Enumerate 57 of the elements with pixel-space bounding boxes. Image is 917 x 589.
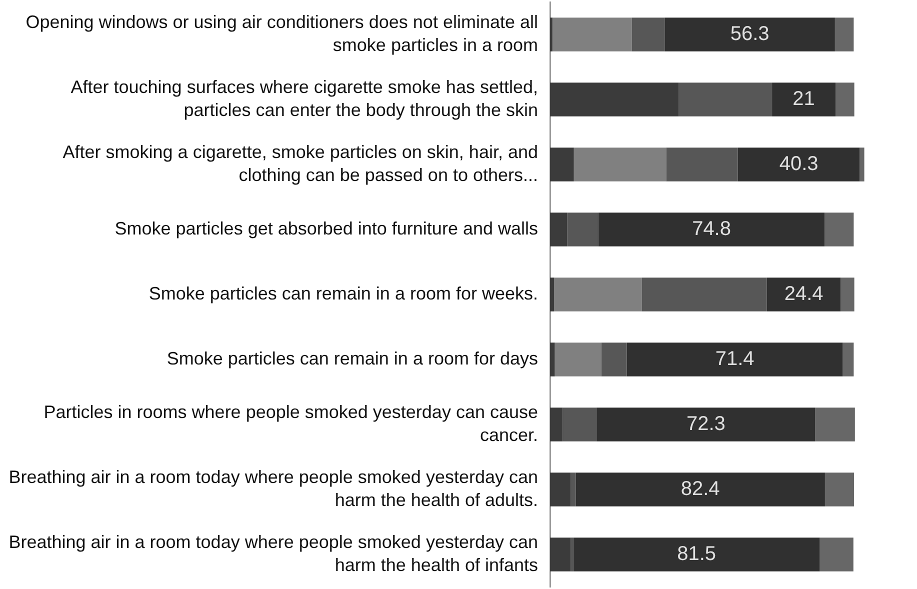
- bar: [550, 82, 679, 116]
- bar: [550, 212, 568, 246]
- bar: [824, 472, 854, 506]
- bar: [632, 18, 665, 52]
- y-tick-label: Smoke particles can remain in a room for weeks.: [148, 283, 538, 304]
- bar: [834, 18, 854, 52]
- bar: [576, 472, 825, 506]
- bar: [666, 148, 738, 182]
- data-label: 71.4: [715, 348, 754, 370]
- bar: [550, 472, 571, 506]
- y-tick-label: Breathing air in a room today where people smoked yesterday can harm the health of adults.: [8, 466, 538, 510]
- bar: [626, 342, 843, 376]
- y-tick-label: Breathing air in a room today where people smoked yesterday can harm the health of infants: [8, 532, 538, 575]
- y-tick-label: Smoke particles can remain in a room for days: [166, 348, 538, 368]
- y-tick-label: After smoking a cigarette, smoke particles on skin, hair, and clothing can be passed on to others...: [62, 142, 538, 185]
- bar: [554, 278, 642, 312]
- bar: [820, 538, 854, 572]
- data-label: 21: [792, 88, 815, 110]
- bar: [550, 148, 574, 182]
- bar: [550, 408, 563, 442]
- data-label: 82.4: [680, 478, 720, 500]
- bar: [570, 472, 576, 506]
- bar: [836, 82, 854, 116]
- bar: [738, 148, 860, 182]
- y-tick-label: Opening windows or using air conditioners does not eliminate all smoke particles in a room: [26, 12, 538, 55]
- data-label: 81.5: [677, 543, 716, 566]
- bar: [766, 278, 841, 312]
- bar: [554, 342, 602, 376]
- bar: [574, 148, 666, 182]
- bar: [570, 538, 574, 572]
- data-label: 56.3: [730, 23, 770, 46]
- bar: [642, 278, 767, 312]
- y-tick-label: Smoke particles get absorbed into furniture and walls: [114, 218, 538, 238]
- bar: [678, 82, 772, 116]
- bar: [562, 408, 597, 442]
- bar: [842, 342, 854, 376]
- bar: [824, 212, 854, 246]
- data-label: 24.4: [784, 283, 824, 306]
- bar: [815, 408, 855, 442]
- bar: [550, 538, 571, 572]
- bar: [596, 408, 816, 442]
- y-tick-label: After touching surfaces where cigarette smoke has settled, particles can enter the body through the skin: [70, 76, 538, 120]
- y-tick-label: Particles in rooms where people smoked yesterday can cause cancer.: [44, 402, 538, 445]
- data-label: 40.3: [779, 153, 818, 176]
- bar: [601, 342, 627, 376]
- bar: [772, 82, 836, 116]
- bar: [573, 538, 820, 572]
- data-label: 74.8: [692, 218, 732, 240]
- data-label: 72.3: [686, 413, 726, 436]
- bar: [598, 212, 825, 246]
- bar: [552, 18, 632, 52]
- bar: [567, 212, 598, 246]
- bar: [664, 18, 835, 52]
- bar: [840, 278, 854, 312]
- bar: [550, 342, 555, 376]
- bar: [550, 278, 554, 312]
- bar: [860, 148, 864, 182]
